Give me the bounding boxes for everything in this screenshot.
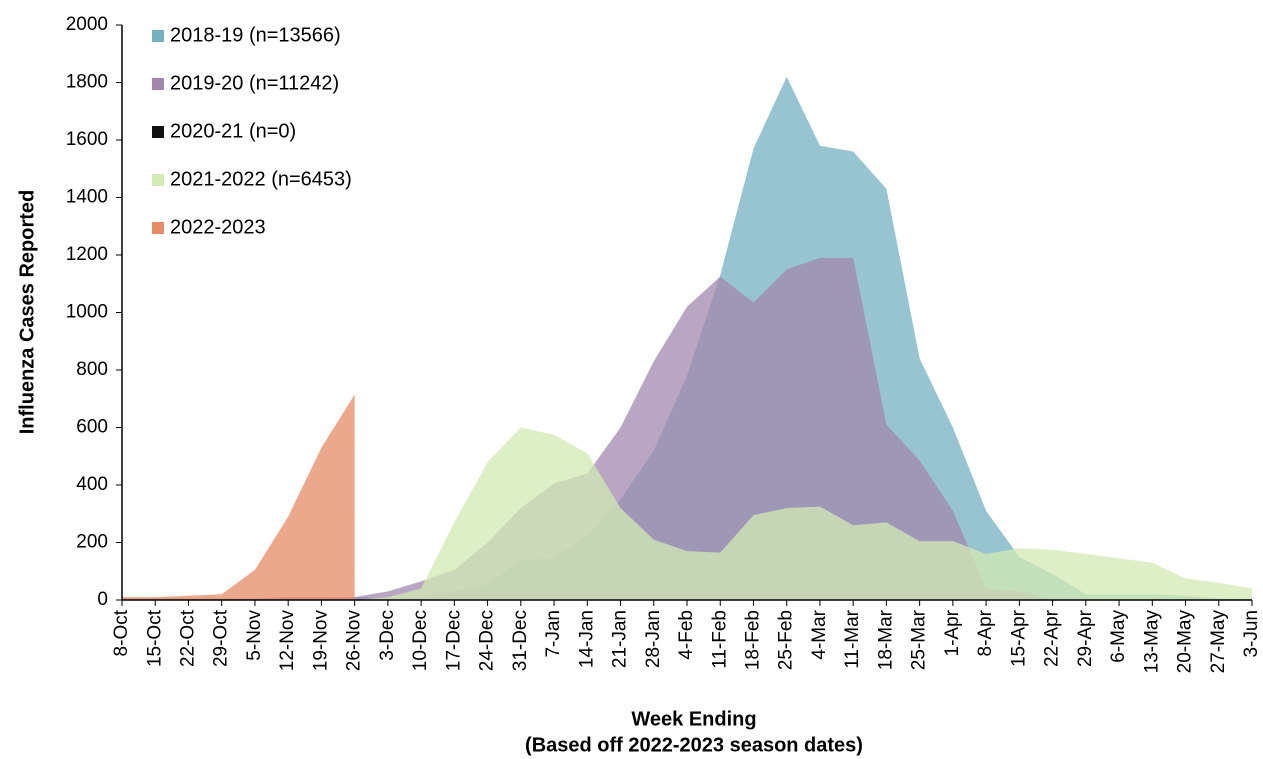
x-tick-label: 5-Nov bbox=[244, 610, 265, 661]
x-tick-label: 31-Dec bbox=[510, 610, 531, 671]
x-tick-label: 24-Dec bbox=[477, 610, 498, 671]
x-tick-label: 22-Oct bbox=[177, 609, 198, 667]
x-tick-label: 4-Mar bbox=[809, 609, 830, 659]
x-tick-label: 18-Feb bbox=[742, 610, 763, 670]
x-tick-label: 18-Mar bbox=[875, 609, 896, 670]
x-tick-label: 19-Nov bbox=[310, 610, 331, 672]
x-tick-label: 22-Apr bbox=[1042, 609, 1063, 667]
x-tick-label: 8-Apr bbox=[975, 609, 996, 656]
x-axis-note: (Based off 2022-2023 season dates) bbox=[525, 734, 863, 756]
y-tick-label: 400 bbox=[76, 474, 108, 495]
x-tick-label: 21-Jan bbox=[610, 610, 631, 668]
legend-label: 2018-19 (n=13566) bbox=[170, 24, 341, 46]
x-tick-label: 14-Jan bbox=[576, 610, 597, 668]
x-tick-label: 25-Mar bbox=[909, 609, 930, 670]
area bbox=[122, 394, 355, 600]
legend-label: 2022-2023 bbox=[170, 216, 266, 238]
x-tick-label: 1-Apr bbox=[942, 609, 963, 656]
x-tick-label: 25-Feb bbox=[776, 610, 797, 670]
y-tick-label: 600 bbox=[76, 417, 108, 438]
area bbox=[122, 257, 1252, 600]
x-tick-label: 11-Mar bbox=[842, 609, 863, 668]
x-tick-label: 6-May bbox=[1108, 610, 1129, 663]
y-tick-label: 1800 bbox=[66, 72, 108, 93]
x-tick-label: 11-Feb bbox=[709, 610, 730, 669]
x-tick-label: 3-Jun bbox=[1241, 610, 1262, 658]
x-tick-label: 28-Jan bbox=[643, 610, 664, 668]
x-axis-title: Week Ending bbox=[631, 708, 756, 730]
x-tick-label: 4-Feb bbox=[676, 610, 697, 660]
x-tick-label: 12-Nov bbox=[277, 610, 298, 672]
legend-swatch bbox=[152, 126, 164, 138]
y-tick-label: 0 bbox=[97, 589, 108, 610]
x-tick-label: 29-Apr bbox=[1075, 609, 1096, 667]
legend-swatch bbox=[152, 174, 164, 186]
legend-swatch bbox=[152, 222, 164, 234]
x-tick-label: 26-Nov bbox=[344, 610, 365, 672]
legend-swatch bbox=[152, 78, 164, 90]
y-tick-label: 1000 bbox=[66, 302, 108, 323]
x-tick-label: 15-Apr bbox=[1008, 609, 1029, 667]
legend-swatch bbox=[152, 30, 164, 42]
x-tick-label: 17-Dec bbox=[443, 610, 464, 671]
x-tick-label: 7-Jan bbox=[543, 610, 564, 658]
x-tick-label: 10-Dec bbox=[410, 610, 431, 671]
x-tick-label: 27-May bbox=[1208, 610, 1229, 674]
legend-label: 2020-21 (n=0) bbox=[170, 120, 296, 142]
x-tick-label: 8-Oct bbox=[111, 609, 132, 656]
x-tick-label: 15-Oct bbox=[144, 609, 165, 667]
area bbox=[122, 427, 1252, 600]
area bbox=[122, 76, 1252, 600]
x-tick-label: 29-Oct bbox=[211, 609, 232, 667]
y-axis-title: Influenza Cases Reported bbox=[16, 190, 38, 435]
y-tick-label: 200 bbox=[76, 532, 108, 553]
x-tick-label: 3-Dec bbox=[377, 610, 398, 661]
y-tick-label: 1600 bbox=[66, 129, 108, 150]
y-tick-label: 2000 bbox=[66, 14, 108, 35]
legend-label: 2019-20 (n=11242) bbox=[170, 72, 339, 94]
legend-label: 2021-2022 (n=6453) bbox=[170, 168, 352, 190]
y-tick-label: 800 bbox=[76, 359, 108, 380]
x-tick-label: 20-May bbox=[1175, 610, 1196, 674]
y-tick-label: 1400 bbox=[66, 187, 108, 208]
x-tick-label: 13-May bbox=[1141, 610, 1162, 674]
y-tick-label: 1200 bbox=[66, 244, 108, 265]
